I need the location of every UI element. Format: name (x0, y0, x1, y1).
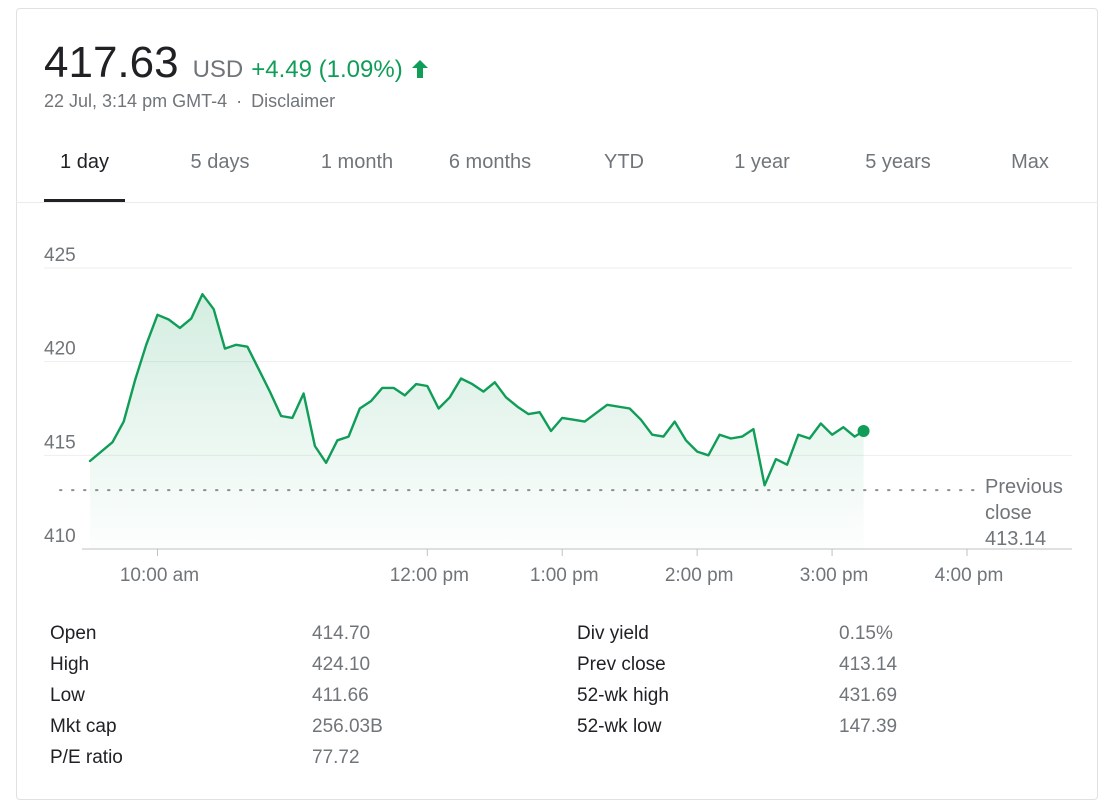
meta-separator: · (236, 91, 243, 111)
tab-6-months[interactable]: 6 months (448, 151, 532, 173)
stat-label-52wk-low: 52-wk low (577, 716, 662, 737)
tab-5-years[interactable]: 5 years (865, 151, 931, 173)
stat-value-pe-ratio: 77.72 (312, 747, 360, 768)
stat-label-div-yield: Div yield (577, 623, 649, 644)
disclaimer-link[interactable]: Disclaimer (251, 91, 336, 111)
tab-1-year[interactable]: 1 year (734, 151, 790, 173)
tab-5-days[interactable]: 5 days (190, 151, 250, 173)
stat-value-52wk-low: 147.39 (839, 716, 898, 737)
stat-label-prev-close: Prev close (577, 654, 666, 675)
stat-label-52wk-high: 52-wk high (577, 685, 669, 706)
stat-value-52wk-high: 431.69 (839, 685, 898, 706)
price-change: +4.49 (1.09%) (251, 56, 403, 83)
quote-timestamp: 22 Jul, 3:14 pm GMT-4 (44, 91, 228, 111)
currency-code: USD (192, 56, 244, 83)
stat-label-open: Open (50, 623, 97, 644)
quote-header: 417.63 USD +4.49 (1.09%) (44, 38, 429, 88)
stat-value-low: 411.66 (312, 685, 369, 706)
tab-max[interactable]: Max (1011, 151, 1049, 173)
stat-label-high: High (50, 654, 90, 675)
tab-1-day[interactable]: 1 day (44, 134, 125, 202)
stat-value-div-yield: 0.15% (839, 623, 893, 644)
current-price: 417.63 (44, 38, 179, 87)
quote-meta: 22 Jul, 3:14 pm GMT-4 · Disclaimer (44, 91, 335, 112)
stat-value-high: 424.10 (312, 654, 371, 675)
tab-ytd[interactable]: YTD (604, 151, 644, 173)
arrow-up-icon (411, 60, 428, 78)
stat-value-open: 414.70 (312, 623, 371, 644)
range-tabs: 1 day 5 days 1 month 6 months YTD 1 year… (16, 134, 1098, 203)
tab-1-month[interactable]: 1 month (320, 151, 394, 173)
stat-value-mkt-cap: 256.03B (312, 716, 383, 737)
stat-label-mkt-cap: Mkt cap (50, 716, 117, 737)
stat-value-prev-close: 413.14 (839, 654, 898, 675)
stock-card (16, 8, 1098, 800)
stat-label-pe-ratio: P/E ratio (50, 747, 123, 768)
stat-label-low: Low (50, 685, 85, 706)
